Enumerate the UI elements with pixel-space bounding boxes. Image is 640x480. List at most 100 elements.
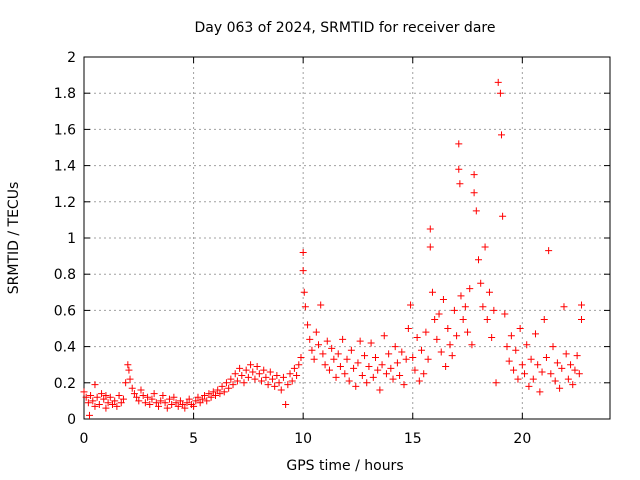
data-point [279, 373, 287, 381]
data-point [418, 346, 426, 354]
data-point [152, 399, 160, 407]
data-point [310, 355, 318, 363]
x-tick-label: 20 [513, 431, 531, 447]
data-point [448, 352, 456, 360]
data-point [378, 361, 386, 369]
y-tick-label: 0 [67, 412, 76, 428]
data-point [564, 375, 572, 383]
data-point [288, 377, 296, 385]
data-point [163, 404, 171, 412]
data-point [510, 366, 518, 374]
data-point [468, 341, 476, 349]
data-point [422, 328, 430, 336]
data-point [376, 386, 384, 394]
data-point [534, 361, 542, 369]
data-point [293, 372, 301, 380]
data-point [516, 325, 524, 332]
data-point [135, 397, 143, 405]
data-point [512, 346, 520, 354]
x-tick-label: 10 [294, 431, 312, 447]
data-point [494, 78, 502, 86]
data-point [347, 346, 355, 354]
data-point [141, 399, 149, 407]
data-point [253, 363, 261, 371]
data-point [220, 388, 228, 396]
data-point [456, 180, 464, 188]
data-point [312, 328, 320, 336]
data-point [420, 370, 428, 378]
data-point [207, 393, 215, 401]
data-point [240, 379, 248, 387]
data-point [185, 395, 193, 403]
data-point [402, 355, 410, 363]
x-axis-label: GPS time / hours [286, 458, 403, 474]
data-point [501, 310, 509, 318]
y-tick-label: 1.8 [54, 86, 76, 102]
data-point [130, 390, 138, 398]
data-point [567, 361, 575, 369]
data-point [367, 339, 375, 347]
data-point [168, 401, 176, 409]
data-point [461, 303, 469, 311]
data-point [437, 348, 445, 356]
data-point [385, 350, 393, 358]
data-point [128, 384, 136, 392]
data-point [371, 353, 379, 361]
data-point [179, 401, 187, 409]
data-point [273, 372, 281, 380]
data-point [266, 368, 274, 376]
data-point [341, 370, 349, 378]
data-point [95, 401, 103, 409]
data-point [446, 341, 454, 349]
data-point [183, 399, 191, 407]
data-point [499, 212, 507, 220]
data-point [251, 375, 259, 383]
data-point [111, 397, 119, 405]
data-point [249, 368, 257, 376]
y-tick-label: 1.4 [54, 159, 76, 175]
data-point [231, 370, 239, 378]
data-point [306, 335, 314, 343]
data-point [93, 393, 101, 401]
data-point [150, 390, 158, 398]
data-point [354, 359, 362, 367]
x-axis-tick-labels: 0 5 10 15 20 [80, 431, 532, 447]
data-point [133, 393, 141, 401]
chart-title: Day 063 of 2024, SRMTID for receiver dar… [195, 20, 496, 36]
data-point [122, 379, 130, 387]
data-point [255, 370, 263, 378]
data-point [400, 381, 408, 389]
data-point [542, 353, 550, 361]
data-point [325, 366, 333, 374]
data-point [225, 384, 233, 392]
data-point [332, 373, 340, 381]
data-point [369, 373, 377, 381]
data-point [336, 363, 344, 371]
data-point [413, 334, 421, 342]
data-point [345, 377, 353, 385]
data-point [521, 370, 529, 378]
data-point [100, 395, 108, 403]
data-point [540, 315, 548, 323]
data-point [258, 377, 266, 385]
x-tick-label: 0 [80, 431, 89, 447]
data-point [264, 381, 272, 389]
data-point [578, 315, 586, 323]
data-point [209, 388, 217, 396]
data-point [424, 355, 432, 363]
data-point [214, 386, 222, 394]
data-point [80, 388, 88, 396]
data-point [297, 353, 305, 361]
data-point [525, 382, 533, 390]
data-point [244, 373, 252, 381]
data-point [374, 366, 382, 374]
data-point [389, 375, 397, 383]
data-point [514, 375, 522, 383]
data-point [352, 382, 360, 390]
data-point [323, 337, 331, 345]
data-point [87, 391, 95, 399]
data-point [415, 377, 423, 385]
data-point [299, 248, 307, 256]
